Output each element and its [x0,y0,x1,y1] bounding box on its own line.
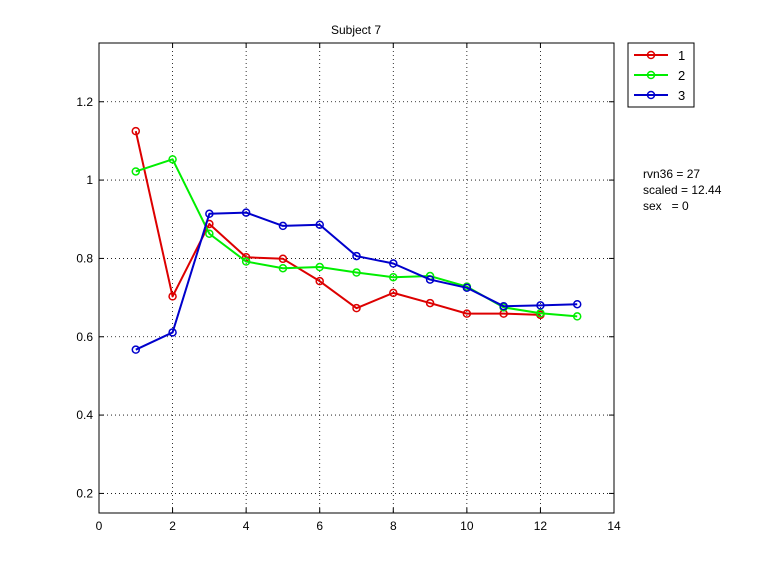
legend-item-2[interactable]: 2 [634,68,685,83]
legend-marker [646,70,656,80]
data-point [131,345,141,354]
data-point [389,288,398,298]
series-3 [131,208,582,354]
data-point [425,275,435,284]
data-point [278,254,288,264]
data-point [462,309,472,318]
data-point [241,257,251,266]
annotation-sex: sex = 0 [643,199,689,213]
legend-marker [646,90,656,100]
y-tick-label: 0.2 [76,486,93,500]
data-point [205,229,214,238]
data-point [315,262,324,272]
data-point [389,259,398,268]
y-tick-label: 0.4 [76,408,93,422]
data-point [315,276,324,286]
x-tick-label: 10 [460,519,474,533]
data-point [168,155,177,164]
data-point [352,303,361,313]
legend[interactable]: 1 2 3 [627,42,695,108]
x-tick-label: 4 [243,519,250,533]
data-point [536,301,545,310]
data-point [205,209,214,219]
y-tick-label: 0.6 [76,330,93,344]
annotation-rvn36: rvn36 = 27 [643,167,700,181]
y-tick-label: 1.2 [76,95,93,109]
x-tick-label: 8 [390,519,397,533]
x-tick-label: 6 [316,519,323,533]
data-point [572,312,582,321]
data-point [462,283,472,293]
plot-frame [98,42,615,514]
chart-title: Subject 7 [331,23,381,37]
legend-item-1[interactable]: 1 [634,48,685,63]
legend-label: 3 [678,88,685,103]
legend-label: 1 [678,48,685,63]
x-tick-label: 2 [169,519,176,533]
data-point [352,251,361,261]
series-line [135,158,578,318]
data-point [168,328,177,337]
plot-area [98,42,615,514]
x-tick-label: 14 [607,519,621,533]
data-point [315,220,324,229]
legend-item-3[interactable]: 3 [634,88,685,103]
data-point [278,263,288,273]
data-point [352,268,361,277]
series-line [135,211,578,351]
legend-label: 2 [678,68,685,83]
y-tick-label: 0.8 [76,251,93,265]
data-point [499,301,508,311]
data-point [131,167,141,176]
y-tick-label: 1 [86,173,93,187]
data-point [241,208,251,217]
data-point [131,126,141,136]
data-point [168,292,177,301]
data-point [572,299,582,309]
data-point [278,221,288,231]
x-tick-label: 12 [534,519,548,533]
data-point [389,272,398,282]
data-point [536,309,545,318]
data-point [425,298,435,308]
legend-marker [646,50,656,60]
series-group [131,126,582,354]
x-tick-label: 0 [96,519,103,533]
annotation-scaled: scaled = 12.44 [643,183,722,197]
